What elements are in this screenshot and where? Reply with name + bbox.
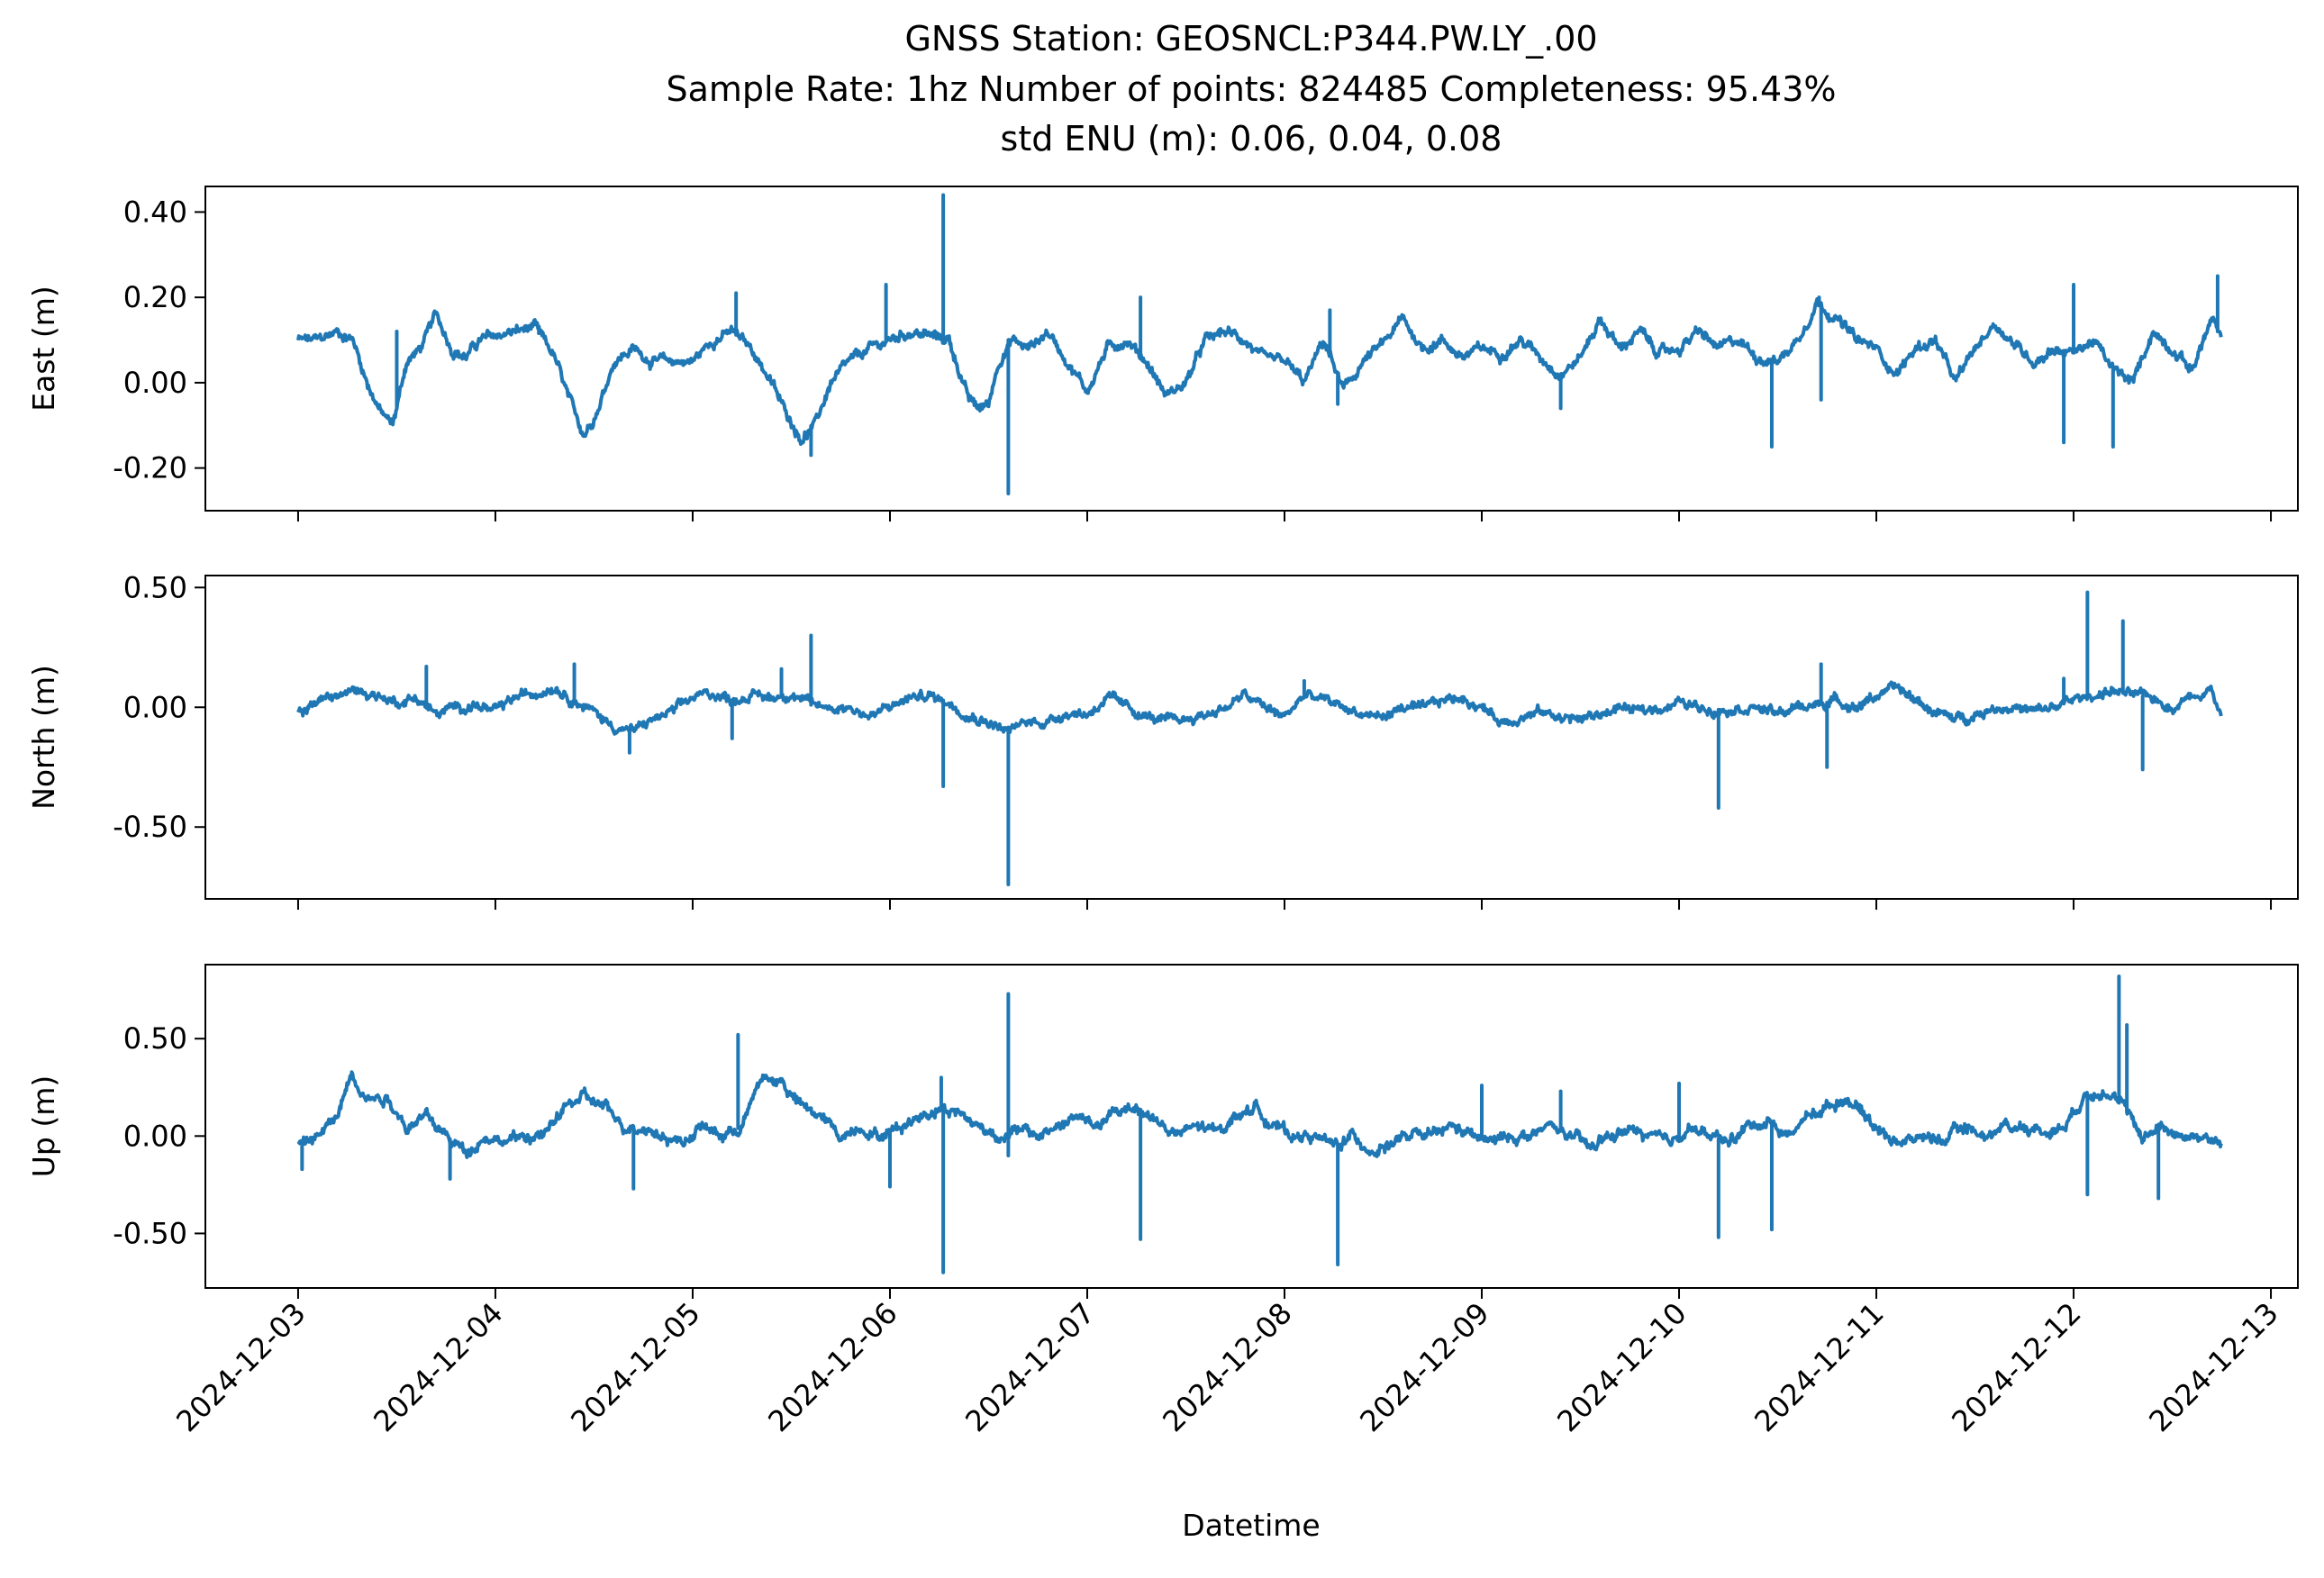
- y-tick-label-2-0: 0.50: [123, 1021, 187, 1056]
- y-tick-label-0-1: 0.20: [123, 280, 187, 314]
- x-tick-label-2: 2024-12-05: [564, 1296, 706, 1438]
- y-tick-label-1-0: 0.50: [123, 570, 187, 604]
- chart-title-line-3: std ENU (m): 0.06, 0.04, 0.08: [1001, 119, 1502, 159]
- series-line-0: [296, 297, 2223, 446]
- axes-frame-2: [204, 964, 2299, 1289]
- x-tick-label-0: 2024-12-03: [169, 1296, 312, 1438]
- chart-title-line-1: GNSS Station: GEOSNCL:P344.PW.LY_.00: [904, 19, 1597, 59]
- series-line-1: [296, 680, 2223, 736]
- y-axis-label-0: East (m): [26, 286, 61, 412]
- x-tick-label-6: 2024-12-09: [1353, 1296, 1495, 1438]
- y-tick-label-0-3: -0.20: [113, 451, 187, 485]
- y-axis-label-2: Up (m): [26, 1075, 61, 1178]
- series-line-2: [296, 1070, 2223, 1159]
- y-tick-label-1-1: 0.00: [123, 690, 187, 724]
- axes-frame-1: [204, 575, 2299, 900]
- y-tick-label-2-2: -0.50: [113, 1216, 187, 1250]
- x-axis-label: Datetime: [1182, 1508, 1320, 1543]
- x-tick-label-4: 2024-12-07: [958, 1296, 1101, 1438]
- y-axis-label-1: North (m): [26, 665, 61, 810]
- axes-frame-0: [204, 186, 2299, 512]
- x-tick-label-5: 2024-12-08: [1156, 1296, 1298, 1438]
- x-tick-label-8: 2024-12-11: [1748, 1296, 1890, 1438]
- y-tick-label-0-0: 0.40: [123, 195, 187, 229]
- x-tick-label-9: 2024-12-12: [1945, 1296, 2087, 1438]
- y-tick-label-1-2: -0.50: [113, 810, 187, 844]
- x-tick-label-10: 2024-12-13: [2142, 1296, 2284, 1438]
- x-tick-label-7: 2024-12-10: [1550, 1296, 1693, 1438]
- y-tick-label-2-1: 0.00: [123, 1119, 187, 1153]
- x-tick-label-3: 2024-12-06: [761, 1296, 903, 1438]
- panels-group: East (m) 0.40 0.20 0.00 -0.20 North (m) 0.50 0.…: [26, 186, 2299, 1438]
- y-tick-label-0-2: 0.00: [123, 366, 187, 400]
- chart-title-line-2: Sample Rate: 1hz Number of points: 82448…: [667, 69, 1837, 109]
- x-tick-label-1: 2024-12-04: [367, 1296, 509, 1438]
